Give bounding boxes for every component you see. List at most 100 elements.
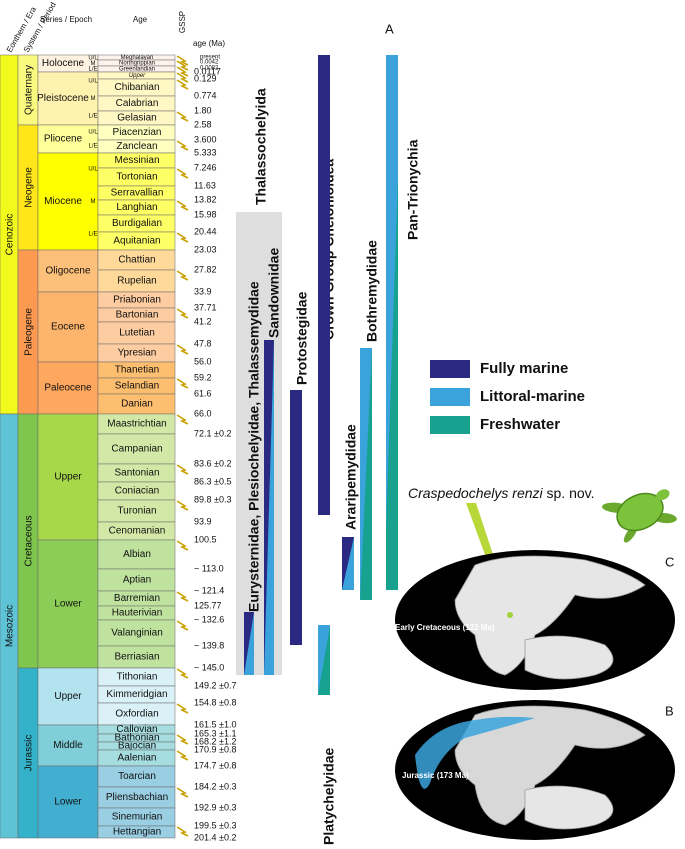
header-epoch: Series / Epoch [40,15,92,24]
clade-label: Pan-Trionychia [405,139,421,240]
map-panel-label: C [665,554,674,569]
epoch-division: M [91,199,96,205]
age-label: 192.9 ±0.3 [194,802,236,812]
gssp-spike [176,66,189,77]
age-label: 0.0042 [200,60,219,66]
age-label: 11.63 [194,180,216,190]
age-label: 5.333 [194,147,217,157]
clade-label: Thalassochelyida [253,88,269,205]
epoch-division: U/L [88,167,98,173]
clade-bar-split [386,175,398,590]
stage-label: Santonian [114,468,159,479]
gssp-spike [176,79,189,90]
species-name: Craspedochelys renzi [408,485,544,501]
stage-label: Toarcian [118,771,156,782]
age-label: 174.7 ±0.8 [194,760,236,770]
gssp-spike [176,140,189,151]
stage-cell [97,825,176,839]
header-age: Age [133,15,148,24]
gssp-spike [176,750,189,761]
stage-label: Sinemurian [112,812,163,823]
age-label: 59.2 [194,372,212,382]
epoch-label: Pleistocene [37,93,89,104]
gssp-spike [176,668,189,679]
map-label: Jurassic (173 Ma) [402,771,469,780]
stage-cell [97,433,176,465]
legend-label: Littoral-marine [480,388,585,405]
stage-label: Chattian [118,255,155,266]
stage-label: Burdigalian [112,218,162,229]
map-locality [507,612,513,618]
stage-label: Oxfordian [115,709,158,720]
age-label: 125.77 [194,600,222,610]
epoch-label: Holocene [42,58,85,69]
clade-label: Protostegidae [294,291,310,385]
period-label: Quaternary [24,65,35,115]
gssp-spike [176,540,189,551]
epoch-label: Eocene [51,322,85,333]
gssp-spike [176,787,189,798]
stage-label: Coniacian [115,486,159,497]
stage-label: Albian [123,549,151,560]
age-label: 61.6 [194,388,212,398]
stage-label: Cenomanian [109,526,166,537]
epoch-label: Lower [54,797,82,808]
age-label: 154.8 ±0.8 [194,697,236,707]
map-landmass [454,705,646,826]
stage-label: Gelasian [117,113,156,124]
stage-label: Bathonian [114,733,159,744]
gssp-spike [176,703,189,714]
stage-label: Aptian [123,575,151,586]
age-label: ~ 113.0 [194,563,224,573]
age-label: 20.44 [194,226,217,236]
stage-label: Callovian [116,724,157,735]
epoch-division: L/E [88,114,97,120]
age-label: 93.9 [194,516,212,526]
gssp-spike [176,620,189,631]
epoch-cell [37,71,99,126]
legend-label: Freshwater [480,416,560,433]
age-label: 1.80 [194,105,212,115]
age-label: 0.0117 [194,66,221,76]
turtle-shell [616,492,664,532]
epoch-division: L/E [88,67,97,73]
age-label: 13.82 [194,194,217,204]
legend-swatch [430,388,470,406]
age-label: 47.8 [194,338,212,348]
age-label: 184.2 ±0.3 [194,781,236,791]
gssp-spike [176,72,189,83]
stage-label: Zanclean [116,141,157,152]
stage-label: Barremian [114,593,160,604]
stage-cell [97,619,176,647]
stage-label: Bajocian [118,741,156,752]
age-label: 0.0082 [200,66,219,72]
stage-label: Serravallian [111,188,164,199]
gssp-spike [176,500,189,511]
stage-label: Langhian [116,202,157,213]
stage-label: Danian [121,399,153,410]
stage-label: Bartonian [116,310,159,321]
gssp-spike [176,344,189,355]
stage-label: Maastrichtian [107,419,166,430]
gssp-spike [176,60,189,71]
epoch-division: U/L [88,78,98,84]
stage-label: Lutetian [119,328,155,339]
clade-label: Araripemydidae [343,424,359,530]
stage-label: Hauterivian [112,608,163,619]
gssp-spike [176,378,189,389]
age-label: 23.03 [194,244,217,254]
epoch-label: Paleocene [44,383,92,394]
clade-label: Bothremydidae [364,240,380,342]
age-label: ~ 132.6 [194,614,224,624]
map-landmass [454,555,646,676]
epoch-division: U/L [88,130,98,136]
stage-label: Hettangian [113,827,161,838]
clade-bar-split [360,348,372,600]
stage-label: Chibanian [114,82,159,93]
stage-label: Pliensbachian [106,792,168,803]
age-label: ~ 139.8 [194,640,224,650]
stage-label: Messinian [114,155,159,166]
era-label: Mesozoic [5,605,16,647]
gssp-spike [176,826,189,837]
age-label: 100.5 [194,534,217,544]
